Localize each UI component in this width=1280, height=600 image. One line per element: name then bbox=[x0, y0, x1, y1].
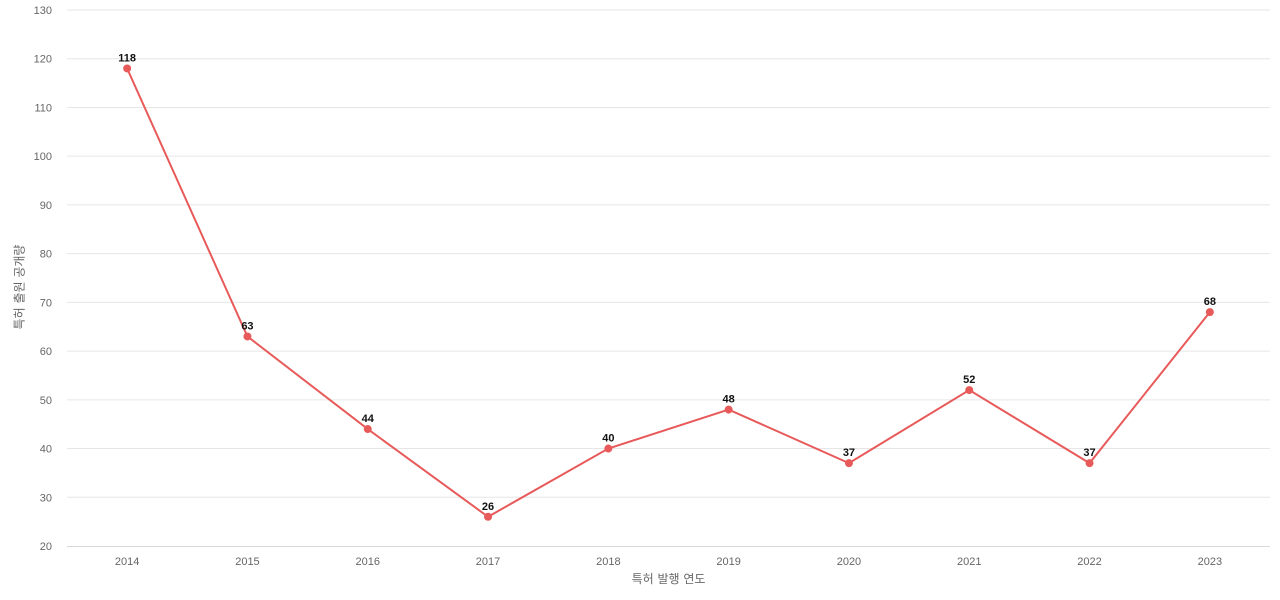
x-tick-label: 2016 bbox=[356, 556, 380, 568]
data-label: 118 bbox=[118, 52, 136, 64]
y-tick-label: 110 bbox=[34, 102, 52, 114]
x-tick-label: 2023 bbox=[1198, 556, 1222, 568]
x-axis-ticks: 2014 2015 2016 2017 2018 2019 2020 2021 2022 2023 bbox=[115, 556, 1222, 568]
data-point bbox=[484, 512, 493, 521]
data-label: 37 bbox=[843, 447, 855, 459]
y-tick-label: 90 bbox=[40, 200, 52, 212]
data-points bbox=[123, 64, 1214, 521]
x-tick-label: 2022 bbox=[1077, 556, 1101, 568]
y-tick-label: 50 bbox=[40, 395, 52, 407]
series-line bbox=[126, 68, 1211, 518]
y-tick-label: 70 bbox=[40, 297, 52, 309]
y-tick-label: 40 bbox=[40, 444, 52, 456]
x-tick-label: 2017 bbox=[476, 556, 500, 568]
y-tick-label: 60 bbox=[40, 346, 52, 358]
y-tick-label: 20 bbox=[40, 541, 52, 553]
x-tick-label: 2021 bbox=[957, 556, 981, 568]
data-label: 52 bbox=[963, 374, 975, 386]
data-label: 48 bbox=[723, 394, 735, 406]
data-point bbox=[844, 459, 853, 468]
y-tick-label: 30 bbox=[40, 492, 52, 504]
data-point bbox=[363, 425, 372, 434]
data-point bbox=[604, 444, 613, 453]
y-axis-title: 특허 출원 공개량 bbox=[13, 245, 27, 330]
y-axis-ticks: 20 30 40 50 60 70 80 90 100 110 120 130 bbox=[34, 5, 52, 553]
x-tick-label: 2020 bbox=[837, 556, 861, 568]
data-point bbox=[1085, 459, 1094, 468]
data-point bbox=[1205, 308, 1214, 317]
data-label: 26 bbox=[482, 501, 494, 513]
x-tick-label: 2015 bbox=[235, 556, 259, 568]
data-label: 63 bbox=[241, 320, 253, 332]
data-point bbox=[123, 64, 132, 73]
x-axis-title: 특허 발행 연도 bbox=[632, 571, 706, 586]
data-label: 68 bbox=[1204, 296, 1216, 308]
y-tick-label: 120 bbox=[34, 54, 52, 66]
y-tick-label: 100 bbox=[34, 151, 52, 163]
data-label: 44 bbox=[362, 413, 375, 425]
x-tick-label: 2019 bbox=[716, 556, 740, 568]
data-point bbox=[243, 332, 252, 341]
grid-lines bbox=[67, 9, 1270, 498]
data-point bbox=[965, 386, 974, 395]
x-tick-label: 2018 bbox=[596, 556, 620, 568]
data-labels: 118 63 44 26 40 48 37 52 37 68 bbox=[118, 52, 1216, 512]
x-tick-label: 2014 bbox=[115, 556, 139, 568]
y-tick-label: 130 bbox=[34, 5, 52, 17]
data-point bbox=[724, 405, 733, 414]
data-label: 37 bbox=[1083, 447, 1095, 459]
data-label: 40 bbox=[602, 433, 614, 445]
y-tick-label: 80 bbox=[40, 249, 52, 261]
